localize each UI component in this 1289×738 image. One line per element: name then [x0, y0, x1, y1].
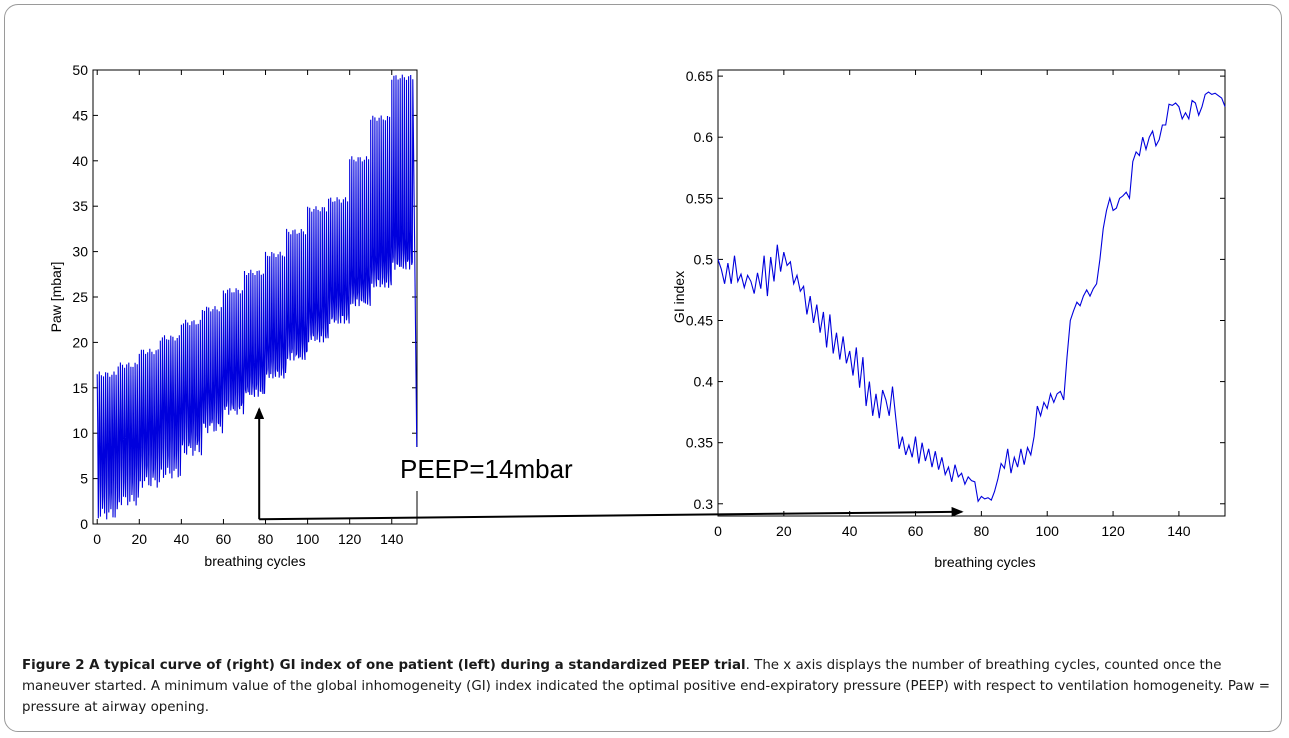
gi-plot-area: [717, 69, 1226, 517]
gi-y-tick-label: 0.3: [694, 496, 714, 512]
gi-y-tick-label: 0.5: [694, 251, 714, 267]
figure-caption: Figure 2 A typical curve of (right) GI i…: [22, 655, 1272, 718]
paw-line: [96, 74, 418, 520]
paw-y-tick-label: 20: [72, 334, 88, 350]
paw-x-tick-label: 120: [338, 531, 362, 547]
paw-y-tick-label: 45: [72, 107, 88, 123]
gi-x-tick-label: 20: [776, 523, 792, 539]
paw-y-tick-label: 0: [80, 516, 88, 532]
paw-chart: 0 20 40 60 80 100 120 140 0 5 10 15 20 25 30 35 40 45 50 b…: [48, 62, 418, 569]
paw-y-axis-label: Paw [mbar]: [48, 262, 64, 333]
paw-ticks: 0 20 40 60 80 100 120 140 0 5 10 15 20 25 30 35 40 45 50: [72, 62, 417, 547]
paw-y-tick-label: 10: [72, 425, 88, 441]
annotation-arrow-to-gi: [259, 506, 964, 521]
gi-y-tick-label: 0.65: [686, 68, 713, 84]
paw-x-tick-label: 80: [258, 531, 274, 547]
figure-frame: [4, 4, 1282, 732]
gi-series: [717, 91, 1226, 503]
gi-x-tick-label: 140: [1167, 523, 1191, 539]
paw-y-tick-label: 30: [72, 244, 88, 260]
peep-annotation: PEEP=14mbar: [254, 407, 964, 521]
paw-x-tick-label: 40: [174, 531, 190, 547]
caption-title: Figure 2 A typical curve of (right) GI i…: [22, 658, 746, 673]
gi-x-tick-label: 100: [1036, 523, 1060, 539]
gi-x-tick-label: 60: [908, 523, 924, 539]
gi-y-tick-label: 0.4: [694, 374, 714, 390]
gi-y-tick-label: 0.35: [686, 435, 713, 451]
paw-x-tick-label: 140: [380, 531, 404, 547]
paw-series: [96, 74, 418, 520]
paw-y-tick-label: 5: [80, 471, 88, 487]
gi-x-tick-label: 0: [714, 523, 722, 539]
gi-x-axis-label: breathing cycles: [934, 554, 1035, 570]
gi-chart: 0 20 40 60 80 100 120 140 0.3 0.35 0.4 0.45 0.5 0.55 0…: [671, 68, 1226, 570]
paw-y-tick-label: 50: [72, 62, 88, 78]
paw-y-tick-label: 25: [72, 289, 88, 305]
paw-x-tick-label: 60: [216, 531, 232, 547]
gi-y-axis-label: GI index: [671, 271, 687, 323]
paw-y-tick-label: 35: [72, 198, 88, 214]
annotation-background: [388, 447, 618, 491]
paw-x-tick-label: 0: [93, 531, 101, 547]
paw-x-tick-label: 100: [296, 531, 320, 547]
gi-y-tick-label: 0.6: [694, 129, 714, 145]
peep-annotation-text: PEEP=14mbar: [400, 454, 573, 484]
paw-x-tick-label: 20: [131, 531, 147, 547]
gi-ticks: 0 20 40 60 80 100 120 140 0.3 0.35 0.4 0.45 0.5 0.55 0…: [686, 68, 1225, 539]
paw-y-tick-label: 15: [72, 380, 88, 396]
figure: 0 20 40 60 80 100 120 140 0 5 10 15 20 25 30 35 40 45 50 b…: [48, 62, 1226, 570]
caption-body: . The x axis displays the number of brea…: [22, 658, 1270, 715]
gi-line: [717, 91, 1226, 503]
paw-y-tick-label: 40: [72, 153, 88, 169]
paw-x-axis-label: breathing cycles: [204, 553, 305, 569]
gi-y-tick-label: 0.55: [686, 190, 713, 206]
gi-y-tick-label: 0.45: [686, 312, 713, 328]
gi-x-tick-label: 80: [974, 523, 990, 539]
gi-x-tick-label: 40: [842, 523, 858, 539]
gi-x-tick-label: 120: [1101, 523, 1125, 539]
